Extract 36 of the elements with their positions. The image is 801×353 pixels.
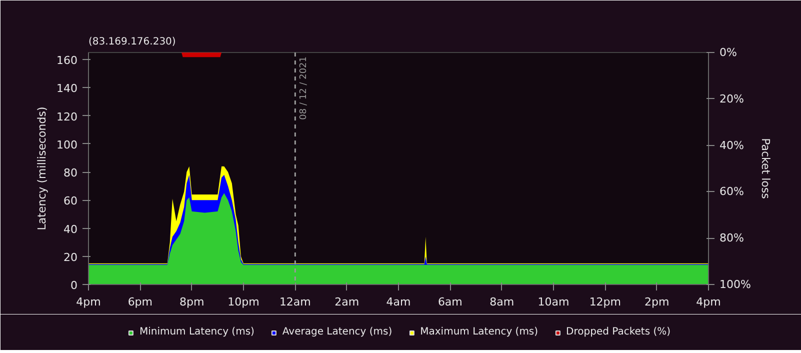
ref-line-label: 08 / 12 / 2021	[299, 56, 310, 120]
y-tick-label: 40	[64, 222, 78, 236]
chart-subtitle: (83.169.176.230)	[88, 36, 176, 48]
x-tick-label: 2pm	[644, 296, 670, 308]
y2-tick-label: 100%	[720, 278, 751, 291]
x-tick-label: 4am	[386, 296, 411, 308]
legend-label: Average Latency (ms)	[282, 326, 392, 338]
y-tick-label: 20	[64, 250, 78, 264]
y-tick-label: 140	[56, 82, 78, 96]
legend-label: Maximum Latency (ms)	[420, 326, 538, 338]
y2-tick-label: 80%	[720, 232, 744, 245]
y-tick-label: 0	[70, 279, 78, 292]
y-tick-label: 100	[56, 138, 78, 152]
y-tick-label: 60	[64, 194, 78, 208]
x-tick-label: 4pm	[696, 296, 721, 308]
y-tick-label: 120	[56, 110, 78, 124]
x-tick-label: 4pm	[76, 296, 101, 308]
x-tick-label: 2am	[334, 296, 360, 308]
x-tick-label: 8am	[490, 296, 514, 308]
y2-tick-label: 20%	[720, 92, 744, 106]
legend-label: Dropped Packets (%)	[566, 326, 671, 338]
y2-tick-label: 0%	[720, 46, 737, 59]
y2-tick-label: 40%	[720, 138, 744, 152]
y-tick-label: 160	[56, 54, 78, 68]
x-tick-label: 6am	[438, 296, 462, 308]
legend-label: Minimum Latency (ms)	[139, 326, 254, 338]
y2-tick-label: 60%	[720, 185, 744, 198]
x-tick-label: 10pm	[228, 296, 260, 308]
x-tick-label: 8pm	[179, 296, 204, 308]
x-tick-label: 12pm	[589, 296, 622, 308]
y-axis-title: Latency (milliseconds)	[36, 106, 49, 230]
y2-axis-title: Packet loss	[758, 138, 772, 200]
y-tick-label: 80	[64, 166, 78, 180]
x-tick-label: 6pm	[128, 296, 153, 308]
x-tick-label: 12am	[279, 296, 311, 308]
x-tick-label: 10am	[538, 296, 570, 308]
